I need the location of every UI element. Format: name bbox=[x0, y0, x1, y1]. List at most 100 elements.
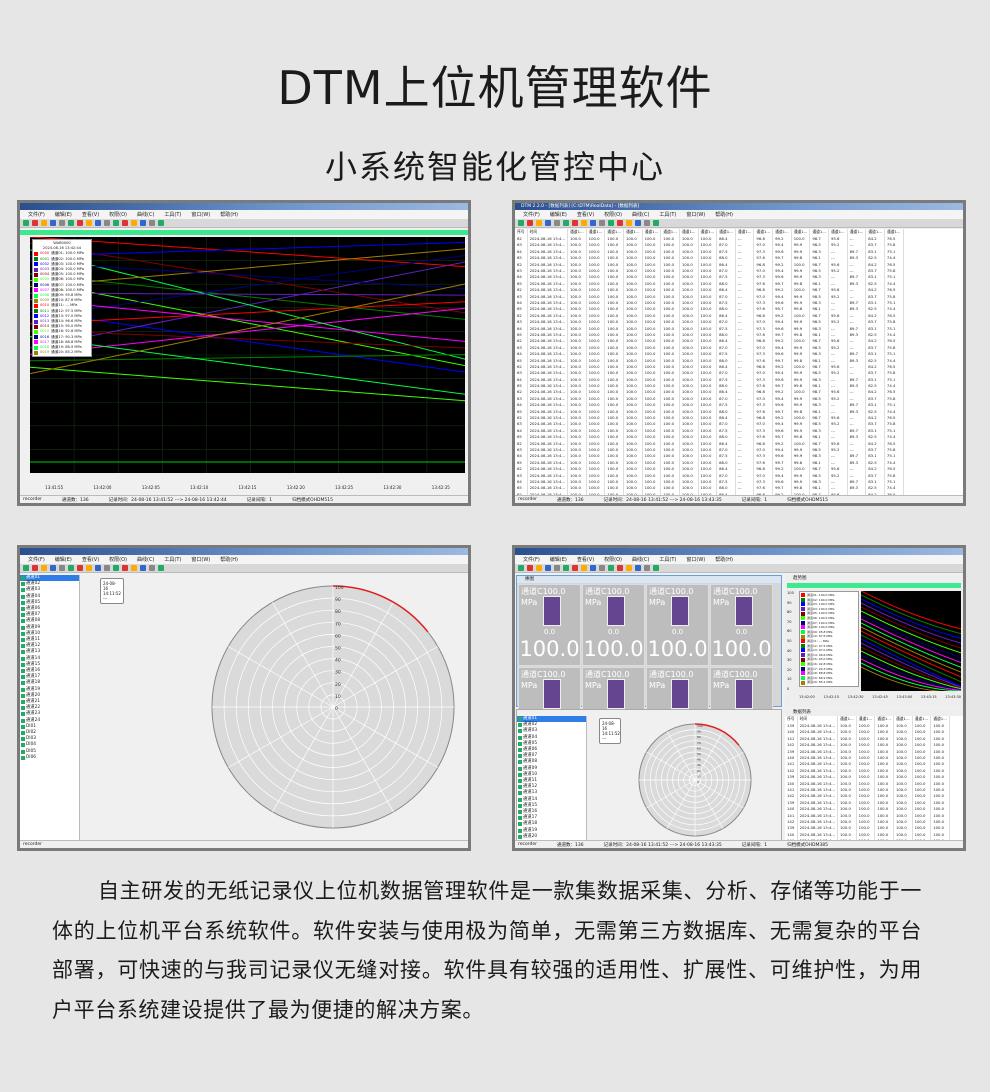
toolbar-button[interactable] bbox=[644, 220, 650, 226]
table-row[interactable]: 64 2024-08-16 13:4... 100.0 100.0 100.0 100.0… bbox=[515, 375, 904, 383]
toolbar-button[interactable] bbox=[590, 565, 596, 571]
table-row[interactable]: 62 2024-08-16 13:4... 100.0 100.0 100.0 100.0… bbox=[515, 363, 904, 370]
toolbar-button[interactable] bbox=[95, 565, 101, 571]
table-row[interactable]: 65 2024-08-16 13:4... 100.0 100.0 100.0 100.0… bbox=[515, 382, 904, 389]
column-header[interactable]: 通道1... bbox=[716, 229, 736, 236]
table-row[interactable]: 140 2024-08-16 13:4... 100.0 100.0 100.0 100.… bbox=[785, 728, 950, 736]
table-row[interactable]: 62 2024-08-16 13:4... 100.0 100.0 100.0 100.0… bbox=[515, 388, 904, 396]
channel-tree-item[interactable]: 通道07 bbox=[20, 612, 79, 618]
menu-item[interactable]: 窗口(W) bbox=[191, 212, 211, 218]
table-row[interactable]: 63 2024-08-16 13:4... 100.0 100.0 100.0 100.0… bbox=[515, 267, 904, 274]
table-row[interactable]: 65 2024-08-16 13:4... 100.0 100.0 100.0 100.0… bbox=[515, 280, 904, 287]
table-row[interactable]: 64 2024-08-16 13:4... 100.0 100.0 100.0 100.0… bbox=[515, 350, 904, 357]
menu-item[interactable]: 曲线(C) bbox=[137, 212, 155, 218]
menu-item[interactable]: 窗口(W) bbox=[191, 557, 211, 563]
table-row[interactable]: 65 2024-08-16 13:4... 100.0 100.0 100.0 100.0… bbox=[515, 407, 904, 415]
column-header[interactable]: 通道1... bbox=[772, 229, 792, 236]
menu-item[interactable]: 查看(V) bbox=[576, 557, 595, 563]
toolbar-button[interactable] bbox=[581, 565, 587, 571]
channel-tree-item[interactable]: 通道11 bbox=[20, 637, 79, 643]
column-header[interactable]: 通道1... bbox=[828, 229, 848, 236]
toolbar-button[interactable] bbox=[95, 220, 101, 226]
channel-tree-item[interactable]: 通道08 bbox=[517, 759, 586, 765]
toolbar-button[interactable] bbox=[545, 220, 551, 226]
column-header[interactable]: 通道1... bbox=[930, 716, 950, 723]
table-row[interactable]: 63 2024-08-16 13:4... 100.0 100.0 100.0 100.0… bbox=[515, 395, 904, 402]
table-row[interactable]: 62 2024-08-16 13:4... 100.0 100.0 100.0 100.0… bbox=[515, 491, 904, 495]
menu-item[interactable]: 编辑(E) bbox=[549, 212, 567, 218]
toolbar-button[interactable] bbox=[77, 220, 83, 226]
menu-item[interactable]: 权限(O) bbox=[109, 557, 128, 563]
toolbar-button[interactable] bbox=[536, 565, 542, 571]
toolbar-button[interactable] bbox=[518, 220, 524, 226]
column-header[interactable]: 通道1... bbox=[791, 229, 811, 236]
toolbar-button[interactable] bbox=[149, 565, 155, 571]
channel-tree-item[interactable]: 通道04 bbox=[20, 594, 79, 600]
toolbar-button[interactable] bbox=[122, 565, 128, 571]
table-row[interactable]: 62 2024-08-16 13:4... 100.0 100.0 100.0 100.0… bbox=[515, 465, 904, 472]
table-row[interactable]: 65 2024-08-16 13:4... 100.0 100.0 100.0 100.0… bbox=[515, 459, 904, 466]
table-row[interactable]: 63 2024-08-16 13:4... 100.0 100.0 100.0 100.0… bbox=[515, 292, 904, 300]
toolbar-button[interactable] bbox=[599, 565, 605, 571]
toolbar-button[interactable] bbox=[50, 220, 56, 226]
channel-tree-item[interactable]: 通道12 bbox=[517, 784, 586, 790]
toolbar-button[interactable] bbox=[23, 565, 29, 571]
toolbar-button[interactable] bbox=[608, 565, 614, 571]
table-row[interactable]: 140 2024-08-16 13:4... 100.0 100.0 100.0 100.… bbox=[785, 805, 950, 812]
toolbar-button[interactable] bbox=[653, 565, 659, 571]
channel-tree-item[interactable]: 通道13 bbox=[20, 649, 79, 655]
table-row[interactable]: 63 2024-08-16 13:4... 100.0 100.0 100.0 100.0… bbox=[515, 471, 904, 479]
channel-tree-item[interactable]: 通道11 bbox=[517, 778, 586, 784]
channel-tree-item[interactable]: 通道10 bbox=[517, 772, 586, 778]
column-header[interactable]: 通道1... bbox=[884, 229, 904, 236]
toolbar-button[interactable] bbox=[140, 565, 146, 571]
menu-item[interactable]: 编辑(E) bbox=[54, 557, 72, 563]
channel-tree-item[interactable]: 通道22 bbox=[20, 705, 79, 711]
table-row[interactable]: 64 2024-08-16 13:4... 100.0 100.0 100.0 100.0… bbox=[515, 401, 904, 408]
toolbar-button[interactable] bbox=[617, 220, 623, 226]
toolbar-button[interactable] bbox=[131, 220, 137, 226]
menu-item[interactable]: 编辑(E) bbox=[549, 557, 567, 563]
table-row[interactable]: 139 2024-08-16 13:4... 100.0 100.0 100.0 100.… bbox=[785, 747, 950, 755]
channel-tree-item[interactable]: DI02 bbox=[20, 730, 79, 736]
channel-tree-item[interactable]: 通道15 bbox=[20, 662, 79, 668]
table-row[interactable]: 140 2024-08-16 13:4... 100.0 100.0 100.0 100.… bbox=[785, 779, 950, 787]
toolbar-button[interactable] bbox=[536, 220, 542, 226]
table-row[interactable]: 142 2024-08-16 13:4... 100.0 100.0 100.0 100.… bbox=[785, 792, 950, 800]
channel-tree-item[interactable]: 通道03 bbox=[20, 587, 79, 593]
channel-tree-item[interactable]: 通道19 bbox=[517, 828, 586, 834]
table-row[interactable]: 64 2024-08-16 13:4... 100.0 100.0 100.0 100.0… bbox=[515, 324, 904, 332]
table-row[interactable]: 62 2024-08-16 13:4... 100.0 100.0 100.0 100.0… bbox=[515, 312, 904, 319]
table-row[interactable]: 63 2024-08-16 13:4... 100.0 100.0 100.0 100.0… bbox=[515, 344, 904, 351]
channel-tree-item[interactable]: 通道06 bbox=[20, 606, 79, 612]
toolbar-button[interactable] bbox=[59, 565, 65, 571]
toolbar-button[interactable] bbox=[626, 565, 632, 571]
toolbar-button[interactable] bbox=[41, 220, 47, 226]
table-row[interactable]: 63 2024-08-16 13:4... 100.0 100.0 100.0 100.0… bbox=[515, 446, 904, 453]
table-row[interactable]: 62 2024-08-16 13:4... 100.0 100.0 100.0 100.0… bbox=[515, 260, 904, 268]
table-row[interactable]: 62 2024-08-16 13:4... 100.0 100.0 100.0 100.0… bbox=[515, 286, 904, 293]
channel-tree-item[interactable]: 通道09 bbox=[20, 625, 79, 631]
table-row[interactable]: 65 2024-08-16 13:4... 100.0 100.0 100.0 100.0… bbox=[515, 433, 904, 440]
table-row[interactable]: 142 2024-08-16 13:4... 100.0 100.0 100.0 100.… bbox=[785, 818, 950, 825]
channel-tree-item[interactable]: 通道16 bbox=[20, 668, 79, 674]
toolbar-button[interactable] bbox=[104, 565, 110, 571]
channel-tree-item[interactable]: 通道15 bbox=[517, 803, 586, 809]
channel-tree-item[interactable]: 通道01 bbox=[517, 716, 586, 723]
table-row[interactable]: 139 2024-08-16 13:4... 100.0 100.0 100.0 100.… bbox=[785, 799, 950, 806]
column-header[interactable]: 通道1... bbox=[865, 229, 885, 236]
channel-tree-item[interactable]: 通道07 bbox=[517, 753, 586, 759]
menu-item[interactable]: 工具(T) bbox=[164, 212, 182, 218]
channel-tree-item[interactable]: 通道08 bbox=[20, 618, 79, 624]
table-row[interactable]: 62 2024-08-16 13:4... 100.0 100.0 100.0 100.0… bbox=[515, 439, 904, 447]
channel-tree-item[interactable]: 通道16 bbox=[517, 809, 586, 815]
channel-tree-item[interactable]: 通道20 bbox=[517, 834, 586, 840]
channel-tree-item[interactable]: 通道23 bbox=[20, 711, 79, 717]
column-header[interactable]: 序号 bbox=[515, 229, 528, 236]
menu-item[interactable]: 曲线(C) bbox=[632, 557, 650, 563]
menu-item[interactable]: 文件(F) bbox=[28, 557, 45, 563]
toolbar-button[interactable] bbox=[626, 220, 632, 226]
menu-item[interactable]: 文件(F) bbox=[523, 557, 540, 563]
